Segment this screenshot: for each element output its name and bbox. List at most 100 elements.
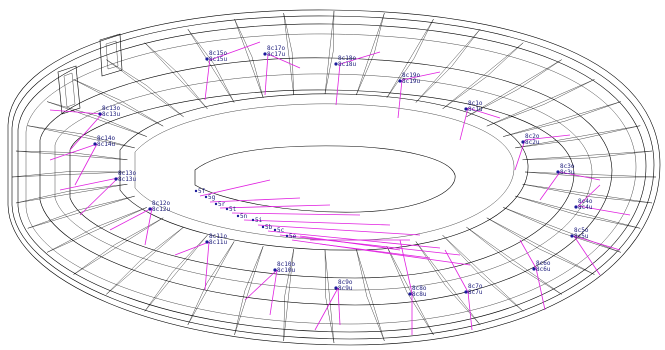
inner-pitch-rim [119,93,529,251]
truss-brace [15,184,128,204]
truss-brace [106,227,184,295]
sensor-node [263,52,267,56]
truss-line [522,184,653,204]
truss-brace [73,217,164,275]
sensor-label-bottom: 8c13u [118,176,136,183]
load-vector-line [267,230,441,249]
inner-node-label: 5i [255,217,263,224]
truss-brace [442,234,524,312]
sensor-label-top: 8c18o [338,55,356,62]
load-vector-line [444,249,469,293]
load-vector-line [244,269,278,301]
load-vector-line [144,207,153,246]
sensor-label-top: 8c2o [525,133,540,140]
truss-brace [47,207,147,253]
truss-line [442,234,524,312]
truss-brace [466,227,562,295]
load-vector-line [339,51,381,65]
sensor-node [464,107,468,111]
load-vector-line [109,207,153,231]
sensor-label-top: 8c19o [402,72,420,79]
load-vectors [49,41,631,335]
truss-brace [486,79,595,127]
load-vector-line [399,239,413,294]
sensor-label-bottom: 8c6u [536,266,551,273]
truss-brace [503,101,621,137]
load-vector-line [577,184,601,207]
load-vector-line [559,171,601,181]
truss-line [283,13,294,95]
truss-line [522,150,653,160]
load-vector-line [279,234,461,256]
truss-brace [442,42,524,110]
load-vector-line [264,53,269,96]
load-vector-line [397,79,403,119]
sensor-label-bottom: 8c2u [525,139,540,146]
truss-brace [415,241,481,326]
sensor-label-bottom: 8c12u [152,206,170,213]
truss-line [386,246,434,335]
sensor-node [273,268,277,272]
sensor-node [532,267,536,271]
truss-line [524,171,657,178]
truss-line [234,246,264,335]
inner-node [236,214,240,218]
truss-line [515,125,641,149]
load-vector-line [79,177,119,216]
sensor-label-bottom: 8c7u [468,289,483,296]
load-vector-line [74,143,98,186]
truss-brace [187,241,235,325]
truss-line [515,195,641,229]
truss-brace [522,150,653,160]
inner-node [261,225,265,229]
load-vector-line [231,212,361,216]
inner-node [194,189,198,193]
sensor-label-bottom: 8c4u [578,204,593,211]
truss-line [27,195,135,229]
sensor-label-bottom: 8c11u [209,239,227,246]
sensor-label-bottom: 8c14u [97,141,115,148]
load-vector-line [335,63,341,106]
sensor-node [98,112,102,116]
truss-line [442,42,524,110]
truss-brace [524,171,657,178]
truss-brace [386,246,434,335]
load-vector-line [69,113,103,151]
sensor-label-bottom: 8c9u [338,285,353,292]
inner-node [214,202,218,206]
truss-line [283,249,294,341]
inner-node [273,228,277,232]
sensor-node [148,207,152,211]
load-vector-line [204,57,211,101]
truss-brace [144,234,208,312]
sensor-label-bottom: 8c19u [402,78,420,85]
truss-line [466,59,562,117]
load-vector-line [269,269,278,316]
truss-brace [234,246,264,335]
load-vector-line [535,267,546,311]
sensor-label-top: 8c8o [412,285,427,292]
sensor-node [570,234,574,238]
truss-line [386,19,434,98]
truss-line [466,227,562,295]
truss-line [356,248,385,342]
load-vector-line [577,205,631,216]
inner-node [225,207,229,211]
sensor-label-top: 8c6o [536,260,551,267]
load-vector-line [519,239,537,269]
sensor-label-top: 8c3o [560,163,575,170]
sensor-label-bottom: 8c3u [560,169,575,176]
load-vector-line [467,107,501,119]
truss-line [324,10,335,95]
truss-line [187,241,235,325]
inner-node [285,234,289,238]
